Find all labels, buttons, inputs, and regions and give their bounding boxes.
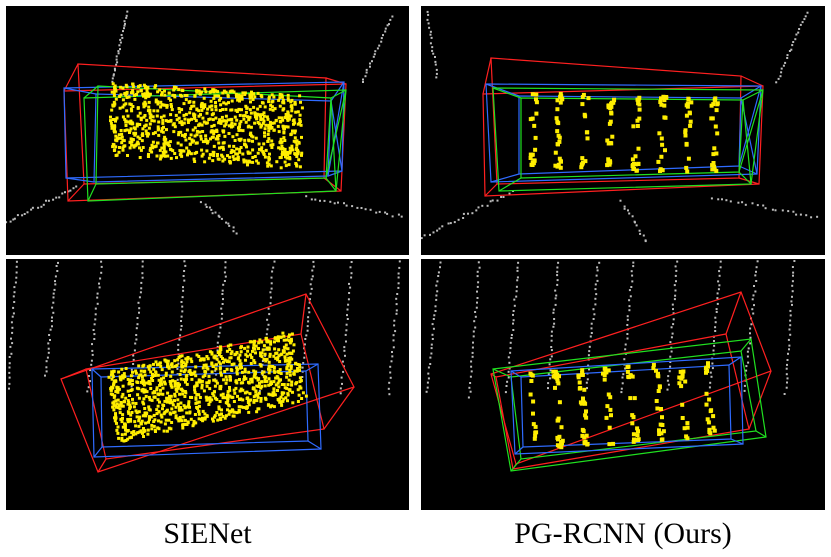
point-cloud-top-pgrcnn [421,10,819,243]
caption-pgrcnn: PG-RCNN (Ours) [514,517,732,550]
point-cloud-bottom-pgrcnn [425,260,796,472]
object-points [528,361,717,450]
ground-points [421,10,819,243]
box-blue [510,356,744,455]
object-points [109,82,304,170]
ground-points [425,260,796,399]
panel-bottom-pgrcnn [421,259,825,510]
panel-bottom-sienet [6,259,409,510]
panel-top-sienet [6,6,409,255]
box-green [492,338,767,472]
object-points [528,91,720,174]
point-cloud-top-sienet [6,10,403,235]
panel-top-pgrcnn [421,6,825,255]
caption-sienet: SIENet [163,517,252,550]
box-green [492,87,764,192]
ground-points [6,10,403,235]
object-points [107,331,308,443]
box-red [482,57,764,197]
point-cloud-bottom-sienet [8,260,401,473]
